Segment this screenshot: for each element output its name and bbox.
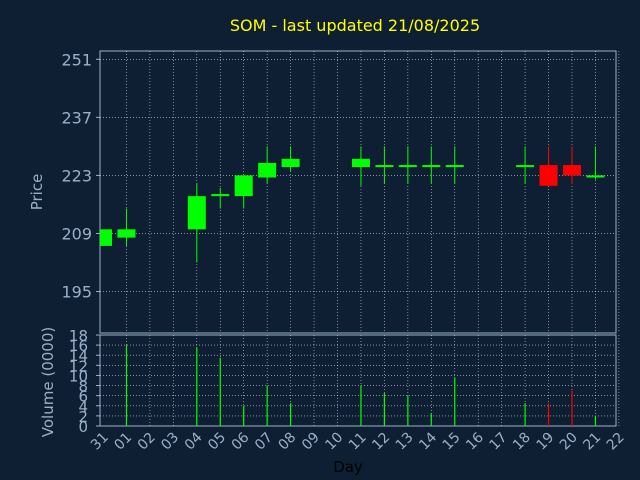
x-tick-label: 12 xyxy=(369,430,393,454)
candle-body xyxy=(539,165,558,186)
x-tick-label: 15 xyxy=(440,430,464,454)
x-tick-label: 14 xyxy=(416,429,440,453)
price-axis-label: Price xyxy=(28,174,46,211)
volume-tick-label: 12 xyxy=(69,357,88,375)
price-tick-label: 237 xyxy=(61,108,92,127)
candle-group xyxy=(100,146,605,263)
candle-body xyxy=(187,196,206,230)
price-tick-label: 223 xyxy=(61,166,92,185)
x-tick-label: 22 xyxy=(604,430,628,454)
candle-body xyxy=(563,165,581,176)
price-tick-label: 251 xyxy=(61,50,92,69)
x-tick-label: 07 xyxy=(252,430,276,454)
x-tick-label: 11 xyxy=(346,430,370,454)
volume-tick-label: 4 xyxy=(78,398,88,416)
volume-tick-label: 18 xyxy=(69,327,88,345)
candle-body xyxy=(375,165,394,168)
volume-tick-label: 8 xyxy=(78,378,88,396)
volume-tick-label: 16 xyxy=(69,337,88,355)
x-tick-label: 19 xyxy=(533,430,557,454)
x-tick-label: 17 xyxy=(487,430,511,454)
volume-tick-label: 6 xyxy=(78,388,88,406)
candle-body xyxy=(258,162,277,178)
x-axis-label: Day xyxy=(333,458,363,476)
x-tick-label: 04 xyxy=(182,429,206,453)
volume-tick-label: 14 xyxy=(69,347,88,365)
volume-tick-label: 0 xyxy=(78,418,88,436)
price-tick-label: 195 xyxy=(61,283,92,302)
candle-body xyxy=(586,175,605,178)
x-tick-label: 18 xyxy=(510,430,534,454)
x-tick-label: 31 xyxy=(88,430,112,454)
candle-body xyxy=(281,158,300,168)
volume-panel-frame xyxy=(99,334,617,427)
volume-tick-label: 10 xyxy=(69,367,88,385)
x-tick-label: 21 xyxy=(580,430,604,454)
x-tick-label: 06 xyxy=(229,429,253,453)
candle-body xyxy=(351,158,370,168)
x-tick-label: 08 xyxy=(276,430,300,454)
candle-body xyxy=(445,165,464,168)
candle-body xyxy=(100,229,112,246)
x-tick-label: 02 xyxy=(135,430,159,454)
candle-body xyxy=(398,165,417,168)
candle-body xyxy=(211,194,230,197)
x-tick-label: 03 xyxy=(158,430,182,454)
x-tick-label: 13 xyxy=(393,430,417,454)
x-tick-label: 09 xyxy=(299,430,323,454)
price-panel-frame xyxy=(99,50,617,334)
volume-tick-label: 2 xyxy=(78,408,88,426)
chart-title: SOM - last updated 21/08/2025 xyxy=(230,16,480,35)
x-tick-label: 01 xyxy=(111,430,135,454)
candle-body xyxy=(234,175,253,197)
x-tick-label: 16 xyxy=(463,429,487,453)
price-tick-label: 209 xyxy=(61,224,92,243)
candle-body xyxy=(516,165,535,168)
candle-body xyxy=(117,229,136,238)
x-tick-label: 20 xyxy=(557,430,581,454)
x-tick-label: 10 xyxy=(322,430,346,454)
candle-body xyxy=(422,165,441,168)
volume-axis-label: Volume (0000) xyxy=(39,327,57,437)
x-tick-label: 05 xyxy=(205,430,229,454)
